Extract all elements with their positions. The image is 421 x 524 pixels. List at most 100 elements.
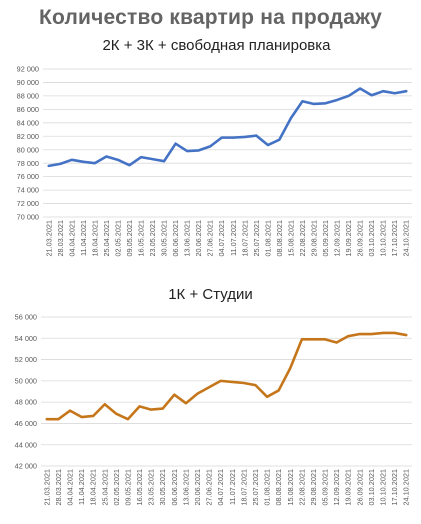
chart1-xtick-label: 18.04.2021	[90, 220, 99, 257]
chart2-xtick-label: 05.09.2021	[321, 469, 330, 506]
chart1-xtick-label: 02.05.2021	[113, 220, 122, 257]
chart1-xtick-label: 12.09.2021	[333, 220, 342, 257]
chart1-xtick-label: 23.05.2021	[148, 220, 157, 257]
chart2-data-point	[104, 403, 106, 405]
chart2-data-point	[347, 335, 349, 337]
chart2-data-point	[312, 338, 314, 340]
chart2-xtick-label: 15.08.2021	[286, 469, 295, 506]
chart2-data-point	[196, 392, 198, 394]
chart1-xtick-label: 29.08.2021	[309, 220, 318, 257]
chart1-xtick-label: 30.05.2021	[160, 220, 169, 257]
chart1-xtick-label: 13.06.2021	[183, 220, 192, 257]
chart1-ytick-label: 80 000	[17, 145, 39, 154]
chart2-xtick-label: 25.07.2021	[251, 469, 260, 506]
chart1-xtick-label: 04.07.2021	[217, 220, 226, 257]
chart2-xtick-label: 27.06.2021	[205, 469, 214, 506]
chart2-data-point	[266, 396, 268, 398]
chart2-ytick-label: 44 000	[15, 440, 37, 449]
chart2-xtick-label: 18.04.2021	[89, 469, 98, 506]
chart2-data-point	[277, 389, 279, 391]
chart2-ytick-label: 48 000	[15, 398, 37, 407]
chart2-xtick-label: 16.05.2021	[135, 469, 144, 506]
chart2-data-point	[405, 334, 407, 336]
chart1-xtick-label: 01.08.2021	[263, 220, 272, 257]
chart1-ytick-label: 88 000	[17, 92, 39, 101]
chart2-data-point	[57, 418, 59, 420]
chart2-xtick-label: 12.09.2021	[332, 469, 341, 506]
chart2-ytick-label: 42 000	[15, 462, 37, 471]
chart1-xtick-label: 11.07.2021	[229, 220, 238, 256]
chart2-series-line	[45, 331, 408, 421]
chart1-ytick-label: 76 000	[17, 172, 39, 181]
chart2-data-point	[127, 418, 129, 420]
chart1-xtick-label: 05.09.2021	[321, 220, 330, 257]
chart2-ytick-label: 46 000	[15, 419, 37, 428]
chart2-data-point	[393, 332, 395, 334]
chart2-xtick-label: 13.06.2021	[181, 469, 190, 506]
chart2-xtick-label: 18.07.2021	[239, 469, 248, 506]
chart2-xtick-label: 04.07.2021	[216, 469, 225, 506]
chart2-data-point	[359, 333, 361, 335]
chart2-ytick-label: 54 000	[15, 334, 37, 343]
chart1-xtick-label: 25.04.2021	[102, 220, 111, 257]
chart1-xtick-label: 19.09.2021	[344, 220, 353, 257]
chart2-data-point	[80, 416, 82, 418]
chart2-xtick-label: 24.10.2021	[402, 469, 411, 506]
chart1-ytick-label: 70 000	[17, 213, 39, 222]
chart2-xtick-label: 11.04.2021	[77, 469, 86, 505]
chart1-xtick-label: 08.08.2021	[275, 220, 284, 257]
chart2-xtick-label: 22.08.2021	[297, 469, 306, 506]
chart2-data-point	[162, 407, 164, 409]
chart2-data-point	[220, 380, 222, 382]
chart1-series-line	[47, 87, 408, 168]
chart2-ytick-label: 50 000	[15, 376, 37, 385]
chart1-xtick-label: 03.10.2021	[367, 220, 376, 257]
chart1-xtick-label: 27.06.2021	[206, 220, 215, 257]
chart2-data-point	[254, 384, 256, 386]
chart1-xtick-label: 25.07.2021	[252, 220, 261, 257]
chart2-ytick-label: 56 000	[15, 313, 37, 322]
chart1-xtick-label: 04.04.2021	[67, 220, 76, 257]
chart2-data-point	[138, 405, 140, 407]
chart1-xtick-label: 09.05.2021	[125, 220, 134, 257]
chart1-xtick-label: 24.10.2021	[402, 220, 411, 257]
chart2-data-point	[335, 341, 337, 343]
chart1-ytick-label: 78 000	[17, 159, 39, 168]
chart2-data-point	[46, 418, 48, 420]
chart2-data-point	[382, 332, 384, 334]
chart1-title: 2К + 3К + свободная планировка	[102, 37, 331, 54]
chart1-xtick-label: 16.05.2021	[137, 220, 146, 257]
chart2-data-point	[301, 338, 303, 340]
chart1-xtick-label: 10.10.2021	[379, 220, 388, 257]
chart2-data-point	[324, 338, 326, 340]
chart2-xtick-label: 21.03.2021	[42, 469, 51, 506]
chart2-data-point	[243, 382, 245, 384]
chart2-ytick-label: 52 000	[15, 355, 37, 364]
chart2-data-point	[92, 415, 94, 417]
chart1-ytick-label: 72 000	[17, 199, 39, 208]
chart1-xtick-label: 22.08.2021	[298, 220, 307, 257]
chart2-xtick-label: 10.10.2021	[379, 469, 388, 506]
chart2-data-point	[69, 409, 71, 411]
page-title: Количество квартир на продажу	[38, 6, 383, 29]
chart2-xtick-label: 01.08.2021	[263, 469, 272, 506]
chart2-xtick-label: 06.06.2021	[170, 469, 179, 506]
chart2-xtick-label: 26.09.2021	[355, 469, 364, 506]
chart2-data-point	[289, 367, 291, 369]
chart1-xtick-label: 06.06.2021	[171, 220, 180, 257]
chart2-title: 1К + Студии	[168, 286, 253, 303]
chart1-ytick-label: 74 000	[17, 186, 39, 195]
chart2-xtick-label: 19.09.2021	[344, 469, 353, 506]
chart1-ytick-label: 82 000	[17, 132, 39, 141]
chart2-data-point	[231, 381, 233, 383]
chart1-xtick-label: 20.06.2021	[194, 220, 203, 257]
chart2-xtick-label: 11.07.2021	[228, 469, 237, 505]
chart1-xtick-label: 28.03.2021	[56, 220, 65, 257]
chart1-xtick-label: 21.03.2021	[44, 220, 53, 257]
chart2-xtick-label: 09.05.2021	[123, 469, 132, 506]
chart1-xtick-label: 15.08.2021	[286, 220, 295, 257]
chart1-xtick-label: 18.07.2021	[240, 220, 249, 257]
chart2-data-point	[173, 393, 175, 395]
